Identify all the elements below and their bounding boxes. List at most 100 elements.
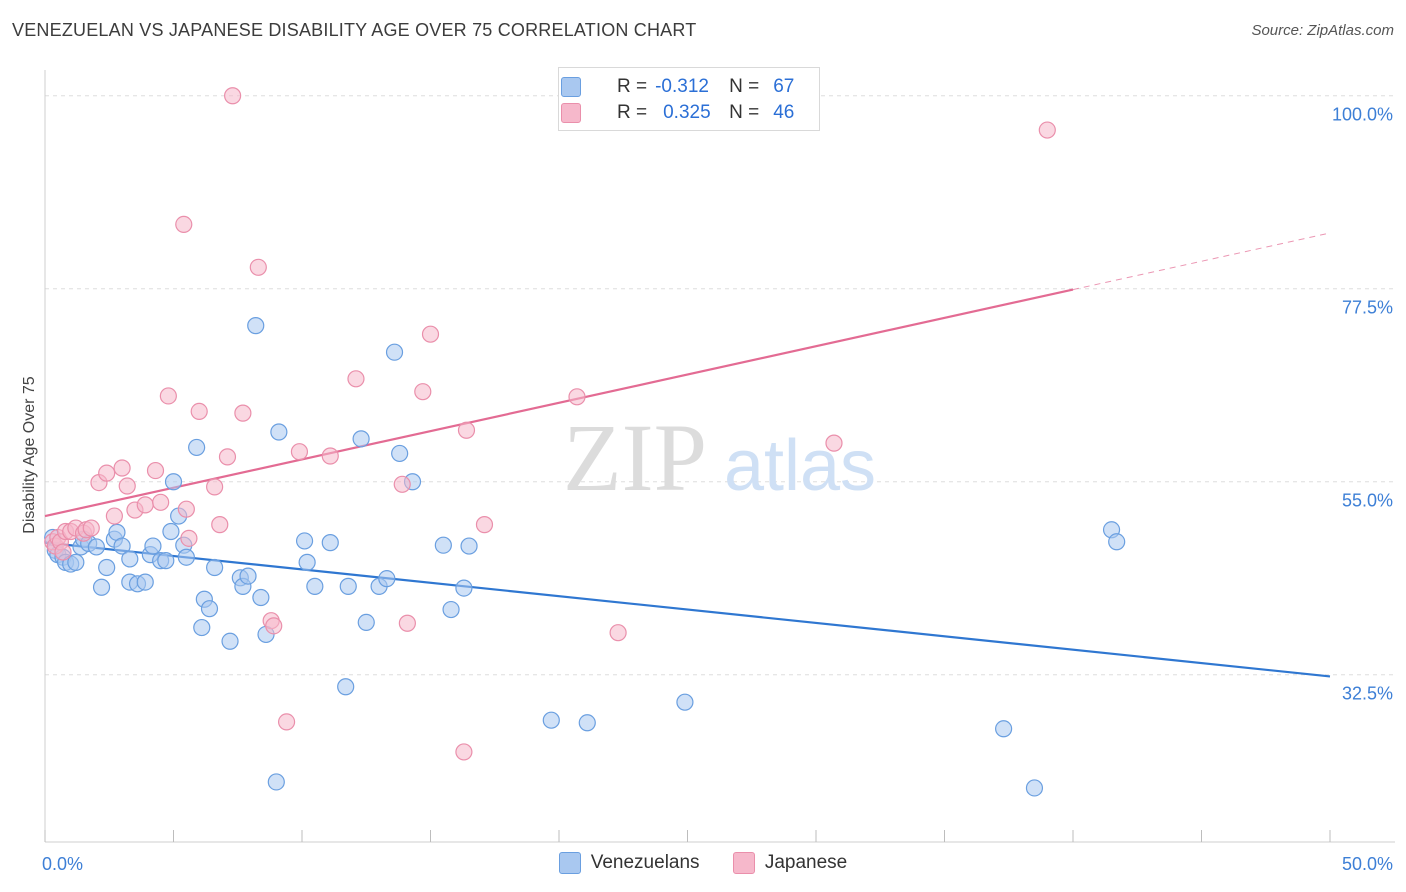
japanese-point [224,87,242,105]
pink-swatch-icon [561,103,581,123]
venezuelan-point [67,553,85,571]
venezuelan-point [676,693,694,711]
watermark-zip: ZIP [563,404,707,511]
venezuelans-trend-line [44,541,1331,678]
japanese-point [825,434,843,452]
venezuelan-point [339,577,357,595]
japanese-point [82,519,100,537]
japanese-point [105,507,123,525]
japanese-point [1038,121,1056,139]
x-tick-label: 50.0% [1342,854,1393,874]
trend-lines [44,232,1331,678]
venezuelan-point [162,522,180,541]
venezuelan-point [113,537,131,555]
venezuelan-point [247,317,265,335]
r-value: -0.312 [655,76,709,97]
japanese-point [190,402,208,420]
japanese-trend-extension [1072,232,1331,291]
venezuelan-point [455,579,473,597]
japanese-trend-line [44,288,1074,518]
venezuelan-point [270,423,288,441]
venezuelan-point [295,532,314,550]
venezuelan-point [337,678,355,696]
legend-label: Venezuelans [590,852,700,873]
venezuelan-point [391,444,409,463]
venezuelan-point [221,632,239,650]
japanese-point [152,493,170,511]
japanese-point [136,496,154,514]
venezuelan-point [1108,533,1126,551]
venezuelan-point [157,552,175,570]
y-axis-label: Disability Age Over 75 [21,376,38,534]
venezuelan-point [352,430,370,448]
data-points [44,87,1126,797]
japanese-point [277,713,296,731]
japanese-point [118,477,136,495]
pink-swatch-icon [732,852,755,874]
venezuelan-point [87,538,106,556]
japanese-point [206,478,224,496]
japanese-point [421,325,440,343]
venezuelan-point [306,577,324,595]
stats-legend: R = -0.312 N = 67 R = 0.325 N = 46 [558,67,820,131]
japanese-point [290,443,309,461]
y-tick-label: 100.0% [1332,105,1393,125]
japanese-point [457,421,476,439]
japanese-point [414,383,432,401]
n-label: N = [729,102,760,123]
venezuelan-point [267,773,285,791]
stats-row-venezuelans: R = -0.312 N = 67 [561,75,795,99]
legend-item-venezuelans[interactable]: Venezuelans [558,852,700,874]
venezuelan-point [188,438,206,457]
venezuelan-point [206,558,224,577]
japanese-point [113,459,131,477]
venezuelan-point [321,534,339,552]
venezuelan-point [144,537,162,555]
japanese-point [265,617,283,635]
venezuelan-point [92,578,111,596]
venezuelan-point [98,558,116,577]
venezuelan-point [252,588,270,607]
r-label: R = [617,76,648,97]
venezuelan-point [434,536,452,554]
n-label: N = [729,76,760,97]
n-value: 67 [773,76,795,97]
legend-label: Japanese [764,852,848,873]
chart-source: Source: ZipAtlas.com [1251,22,1394,39]
japanese-point [218,448,237,466]
watermark-atlas: atlas [724,426,876,506]
japanese-point [211,516,229,534]
venezuelan-point [239,567,257,585]
japanese-point [455,743,473,761]
chart-title: VENEZUELAN VS JAPANESE DISABILITY AGE OV… [12,20,697,40]
blue-swatch-icon [561,77,581,97]
legend-item-japanese[interactable]: Japanese [732,852,848,874]
japanese-point [568,388,586,406]
japanese-point [249,258,267,276]
japanese-point [398,614,416,632]
venezuelan-point [121,550,139,568]
venezuelan-point [136,573,154,591]
y-tick-label: 55.0% [1342,491,1393,511]
venezuelan-point [298,553,316,571]
japanese-point [609,624,627,642]
japanese-point [177,500,195,518]
venezuelan-point [460,537,478,555]
japanese-point [175,215,193,233]
watermark: ZIP atlas [563,404,876,511]
venezuelan-point [995,720,1013,738]
japanese-point [159,387,177,405]
japanese-point [54,543,72,561]
venezuelan-point [200,600,219,618]
venezuelan-point [193,618,211,637]
japanese-point [180,529,198,547]
y-tick-label: 32.5% [1342,684,1393,704]
venezuelan-point [542,711,560,729]
venezuelan-point [385,343,404,361]
venezuelan-point [357,613,375,632]
venezuelan-point [164,473,183,491]
venezuelan-point [442,600,460,619]
japanese-point [146,461,165,480]
tick-labels: 100.0% 77.5% 55.0% 32.5% 0.0% 50.0% [42,105,1393,874]
